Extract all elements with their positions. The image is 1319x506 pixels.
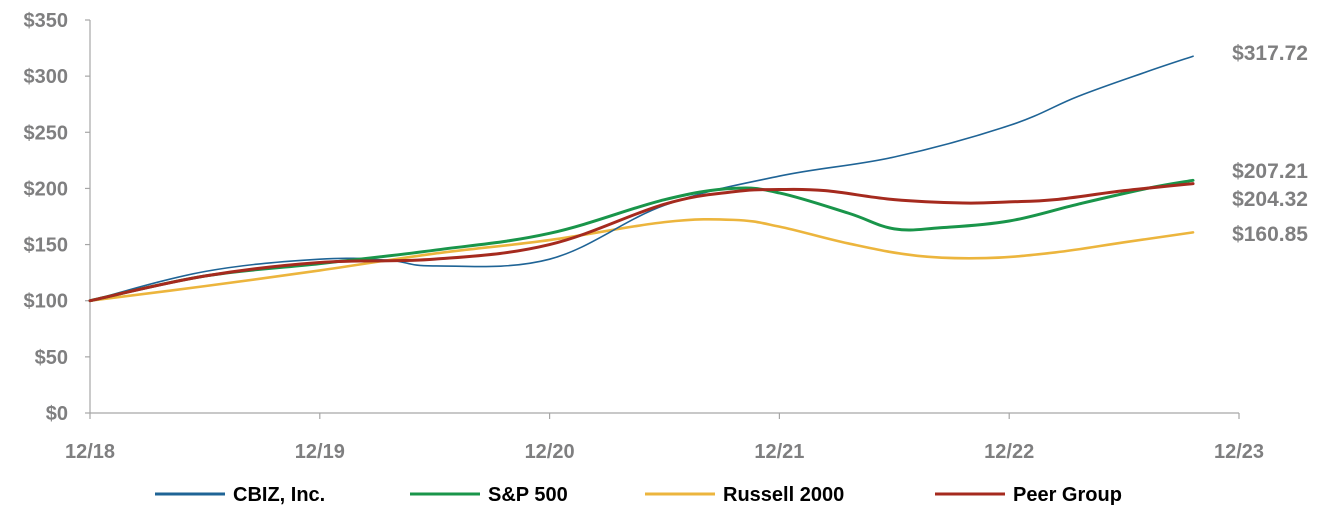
series-line-russell-2000 xyxy=(88,217,1195,303)
legend-label: Peer Group xyxy=(1013,484,1122,506)
legend-label: S&P 500 xyxy=(488,484,568,506)
end-value-label: $207.21 xyxy=(1232,160,1308,183)
legend-label: CBIZ, Inc. xyxy=(233,484,325,506)
legend: CBIZ, Inc. S&P 500 Russell 2000 Peer Group xyxy=(155,484,1122,506)
y-tick-label: $200 xyxy=(24,178,69,200)
y-tick-label: $350 xyxy=(24,10,69,32)
legend-label: Russell 2000 xyxy=(723,484,844,506)
end-value-label: $317.72 xyxy=(1232,42,1308,65)
series-line-peer-group xyxy=(88,182,1195,303)
end-value-labels: $317.72 $207.21 $204.32 $160.85 xyxy=(1232,42,1308,246)
y-tick-label: $300 xyxy=(24,66,69,88)
x-axis-ticks: 12/18 12/19 12/20 12/21 12/22 12/23 xyxy=(65,413,1264,463)
axes xyxy=(89,20,1239,414)
x-tick-label: 12/19 xyxy=(295,441,345,463)
x-tick-label: 12/22 xyxy=(984,441,1034,463)
series-line-cbiz-inc xyxy=(89,55,1194,302)
x-tick-label: 12/21 xyxy=(754,441,804,463)
end-value-label: $204.32 xyxy=(1232,188,1308,211)
y-tick-label: $0 xyxy=(46,403,68,425)
series-line-s-p-500 xyxy=(88,178,1195,303)
y-tick-label: $250 xyxy=(24,122,69,144)
y-tick-label: $100 xyxy=(24,291,69,313)
y-tick-label: $50 xyxy=(35,347,68,369)
series-lines xyxy=(88,55,1195,303)
y-axis-ticks: $0 $50 $100 $150 $200 $250 $300 $350 xyxy=(24,10,90,425)
y-tick-label: $150 xyxy=(24,235,69,257)
end-value-label: $160.85 xyxy=(1232,223,1308,246)
x-tick-label: 12/23 xyxy=(1214,441,1264,463)
x-tick-label: 12/20 xyxy=(525,441,575,463)
x-tick-label: 12/18 xyxy=(65,441,115,463)
